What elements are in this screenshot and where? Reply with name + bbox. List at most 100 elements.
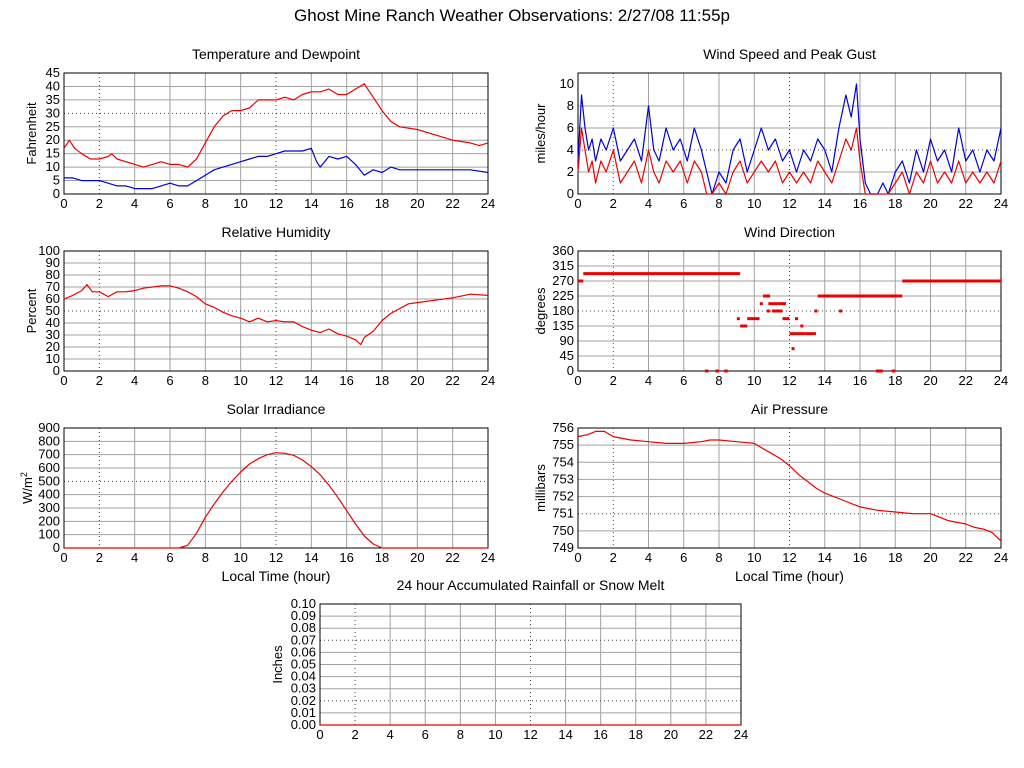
humidity-y-tick-label: 100 [38,243,60,258]
humidity-x-tick-label: 22 [445,373,459,388]
direction-frame [577,250,1002,372]
temp-y-tick-label: 25 [46,119,60,134]
direction-y-tick-label: 45 [560,348,574,363]
wind-series-1-line [577,127,1002,195]
humidity-x-tick-label: 20 [410,373,424,388]
humidity-y-tick-label: 10 [46,351,60,366]
rain-chart: 0 2 4 6 8 10 12 14 16 18 20 22 240.000.010.020.030.0… [270,577,748,742]
solar-x-tick-label: 12 [269,550,283,565]
wind-y-tick-label: 4 [567,142,574,157]
solar-x-tick-label: 14 [304,550,318,565]
pressure-x-tick-label: 10 [747,550,761,565]
wind-series-0-line [577,83,1002,195]
rain-y-tick-label: 0.00 [291,717,316,732]
rain-x-tick-label: 2 [351,727,358,742]
direction-direction-point [766,309,770,313]
solar-y-tick-label: 400 [38,487,60,502]
direction-direction-point [759,302,763,306]
temp-y-tick-label: 35 [46,92,60,107]
solar-chart: 0 2 4 6 8 10 12 14 16 18 20 22 240100200300400500600… [19,401,495,584]
direction-direction-point [795,317,799,321]
direction-y-tick-label: 270 [552,273,574,288]
rain-title: 24 hour Accumulated Rainfall or Snow Mel… [397,577,665,593]
direction-y-tick-label: 0 [567,363,574,378]
rain-y-tick-label: 0.08 [291,620,316,635]
solar-x-tick-label: 4 [131,550,138,565]
temp-y-tick-label: 5 [53,173,60,188]
temp-series-1-line [64,147,489,190]
rain-x-tick-label: 16 [593,727,607,742]
solar-y-tick-label: 800 [38,433,60,448]
pressure-y-tick-label: 755 [552,437,574,452]
pressure-y-tick-label: 751 [552,506,574,521]
rain-x-tick-label: 0 [316,727,323,742]
rain-x-tick-label: 14 [558,727,572,742]
rain-y-tick-label: 0.01 [291,705,316,720]
temp-x-tick-label: 20 [410,196,424,211]
pressure-y-tick-label: 749 [552,540,574,555]
direction-chart: 0 2 4 6 8 10 12 14 16 18 20 22 240459013518022527031… [533,224,1008,388]
wind-y-tick-label: 6 [567,120,574,135]
solar-y-tick-label: 700 [38,447,60,462]
humidity-y-tick-label: 20 [46,339,60,354]
humidity-y-tick-label: 40 [46,315,60,330]
temp-y-tick-label: 40 [46,78,60,93]
solar-x-tick-label: 2 [96,550,103,565]
direction-x-tick-label: 8 [715,373,722,388]
pressure-frame [577,427,1002,549]
pressure-x-tick-label: 18 [888,550,902,565]
pressure-x-tick-label: 24 [994,550,1008,565]
rain-y-axis-label: Inches [270,645,285,684]
temp-x-tick-label: 4 [131,196,138,211]
direction-direction-point [791,347,795,351]
wind-x-tick-label: 0 [574,196,581,211]
wind-x-tick-label: 10 [747,196,761,211]
temp-x-tick-label: 0 [60,196,67,211]
pressure-title: Air Pressure [751,401,828,417]
rain-x-tick-label: 18 [629,727,643,742]
rain-x-tick-label: 24 [734,727,748,742]
pressure-x-tick-label: 20 [923,550,937,565]
pressure-x-tick-label: 14 [818,550,832,565]
pressure-x-tick-label: 2 [610,550,617,565]
solar-y-tick-label: 100 [38,527,60,542]
pressure-x-tick-label: 22 [959,550,973,565]
pressure-y-tick-label: 750 [552,523,574,538]
rain-y-tick-label: 0.10 [291,596,316,611]
temp-x-tick-label: 14 [304,196,318,211]
temp-series-0-line [63,83,489,168]
humidity-title: Relative Humidity [222,224,331,240]
temp-chart: 0 2 4 6 8 10 12 14 16 18 20 22 24051015202530354045T… [24,46,495,211]
direction-direction-point [814,309,818,313]
direction-x-tick-label: 12 [782,373,796,388]
temp-y-tick-label: 0 [53,186,60,201]
pressure-x-tick-label: 0 [574,550,581,565]
wind-x-tick-label: 22 [959,196,973,211]
rain-y-tick-label: 0.03 [291,681,316,696]
direction-x-tick-label: 16 [853,373,867,388]
pressure-series-0-line [577,430,1002,542]
solar-x-tick-label: 6 [166,550,173,565]
solar-series-0-line [64,452,488,549]
direction-y-axis-label: degrees [533,287,548,334]
humidity-y-tick-label: 80 [46,267,60,282]
temp-title: Temperature and Dewpoint [192,46,360,62]
temp-x-tick-label: 12 [269,196,283,211]
page-title: Ghost Mine Ranch Weather Observations: 2… [294,6,730,25]
solar-x-tick-label: 18 [375,550,389,565]
wind-y-tick-label: 0 [567,186,574,201]
wind-y-axis-label: miles/hour [533,103,548,164]
solar-x-tick-label: 20 [410,550,424,565]
solar-x-axis-label: Local Time (hour) [222,568,331,584]
direction-x-tick-label: 10 [747,373,761,388]
solar-x-tick-label: 24 [481,550,495,565]
direction-x-tick-label: 24 [994,373,1008,388]
solar-x-tick-label: 8 [202,550,209,565]
humidity-y-axis-label: Percent [24,288,39,333]
solar-x-tick-label: 10 [233,550,247,565]
humidity-y-tick-label: 90 [46,255,60,270]
pressure-x-tick-label: 12 [782,550,796,565]
solar-x-tick-label: 16 [339,550,353,565]
